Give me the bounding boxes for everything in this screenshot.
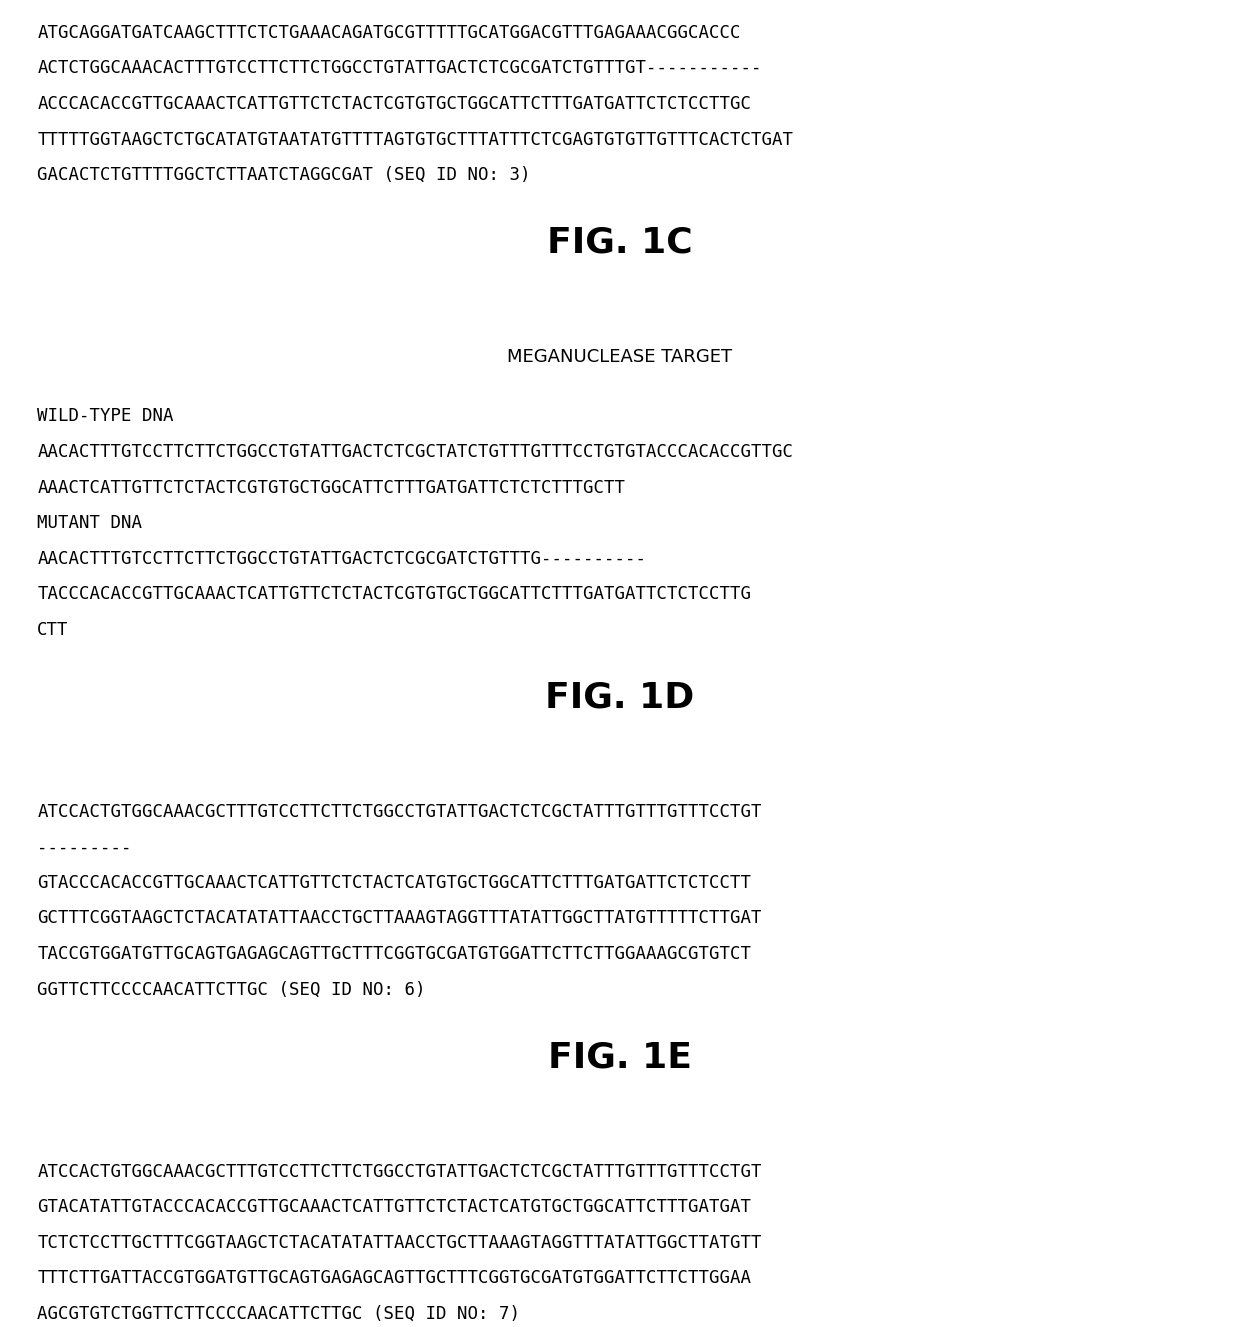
Text: ACCCACACCGTTGCAAACTCATTGTTCTCTACTCGTGTGCTGGCATTCTTTGATGATTCTCTCCTTGC: ACCCACACCGTTGCAAACTCATTGTTCTCTACTCGTGTGC… (37, 96, 751, 113)
Text: ---------: --------- (37, 839, 131, 856)
Text: TTTTTGGTAAGCTCTGCATATGTAATATGTTTTAGTGTGCTTTATTTCTCGAGTGTGTTGTTTCACTCTGAT: TTTTTGGTAAGCTCTGCATATGTAATATGTTTTAGTGTGC… (37, 130, 794, 149)
Text: WILD-TYPE DNA: WILD-TYPE DNA (37, 407, 174, 426)
Text: AACACTTTGTCCTTCTTCTGGCCTGTATTGACTCTCGCGATCTGTTTG----------: AACACTTTGTCCTTCTTCTGGCCTGTATTGACTCTCGCGA… (37, 549, 646, 568)
Text: MEGANUCLEASE TARGET: MEGANUCLEASE TARGET (507, 348, 733, 366)
Text: ATCCACTGTGGCAAACGCTTTGTCCTTCTTCTGGCCTGTATTGACTCTCGCTATTTGTTTGTTTCCTGT: ATCCACTGTGGCAAACGCTTTGTCCTTCTTCTGGCCTGTA… (37, 1162, 761, 1181)
Text: MUTANT DNA: MUTANT DNA (37, 514, 143, 532)
Text: AGCGTGTCTGGTTCTTCCCCAACATTCTTGC (SEQ ID NO: 7): AGCGTGTCTGGTTCTTCCCCAACATTCTTGC (SEQ ID … (37, 1304, 521, 1323)
Text: TACCCACACCGTTGCAAACTCATTGTTCTCTACTCGTGTGCTGGCATTCTTTGATGATTCTCTCCTTG: TACCCACACCGTTGCAAACTCATTGTTCTCTACTCGTGTG… (37, 585, 751, 604)
Text: GTACCCACACCGTTGCAAACTCATTGTTCTCTACTCATGTGCTGGCATTCTTTGATGATTCTCTCCTT: GTACCCACACCGTTGCAAACTCATTGTTCTCTACTCATGT… (37, 874, 751, 892)
Text: AACACTTTGTCCTTCTTCTGGCCTGTATTGACTCTCGCTATCTGTTTGTTTCCTGTGTACCCACACCGTTGC: AACACTTTGTCCTTCTTCTGGCCTGTATTGACTCTCGCTA… (37, 443, 794, 460)
Text: CTT: CTT (37, 621, 68, 638)
Text: TCTCTCCTTGCTTTCGGTAAGCTCTACATATATTAACCTGCTTAAAGTAGGTTTATATTGGCTTATGTT: TCTCTCCTTGCTTTCGGTAAGCTCTACATATATTAACCTG… (37, 1234, 761, 1251)
Text: ATCCACTGTGGCAAACGCTTTGTCCTTCTTCTGGCCTGTATTGACTCTCGCTATTTGTTTGTTTCCTGT: ATCCACTGTGGCAAACGCTTTGTCCTTCTTCTGGCCTGTA… (37, 803, 761, 821)
Text: GGTTCTTCCCCAACATTCTTGC (SEQ ID NO: 6): GGTTCTTCCCCAACATTCTTGC (SEQ ID NO: 6) (37, 981, 425, 999)
Text: AAACTCATTGTTCTCTACTCGTGTGCTGGCATTCTTTGATGATTCTCTCTTTGCTT: AAACTCATTGTTCTCTACTCGTGTGCTGGCATTCTTTGAT… (37, 479, 625, 496)
Text: ATGCAGGATGATCAAGCTTTCTCTGAAACAGATGCGTTTTTGCATGGACGTTTGAGAAACGGCACCC: ATGCAGGATGATCAAGCTTTCTCTGAAACAGATGCGTTTT… (37, 24, 740, 42)
Text: TACCGTGGATGTTGCAGTGAGAGCAGTTGCTTTCGGTGCGATGTGGATTCTTCTTGGAAAGCGTGTCT: TACCGTGGATGTTGCAGTGAGAGCAGTTGCTTTCGGTGCG… (37, 945, 751, 963)
Text: FIG. 1D: FIG. 1D (546, 681, 694, 714)
Text: FIG. 1E: FIG. 1E (548, 1040, 692, 1074)
Text: TTTCTTGATTACCGTGGATGTTGCAGTGAGAGCAGTTGCTTTCGGTGCGATGTGGATTCTTCTTGGAA: TTTCTTGATTACCGTGGATGTTGCAGTGAGAGCAGTTGCT… (37, 1269, 751, 1287)
Text: GACACTCTGTTTTGGCTCTTAATCTAGGCGAT (SEQ ID NO: 3): GACACTCTGTTTTGGCTCTTAATCTAGGCGAT (SEQ ID… (37, 166, 531, 184)
Text: GTACATATTGTACCCACACCGTTGCAAACTCATTGTTCTCTACTCATGTGCTGGCATTCTTTGATGAT: GTACATATTGTACCCACACCGTTGCAAACTCATTGTTCTC… (37, 1198, 751, 1216)
Text: FIG. 1C: FIG. 1C (547, 226, 693, 260)
Text: ACTCTGGCAAACACTTTGTCCTTCTTCTGGCCTGTATTGACTCTCGCGATCTGTTTGT-----------: ACTCTGGCAAACACTTTGTCCTTCTTCTGGCCTGTATTGA… (37, 60, 761, 77)
Text: GCTTTCGGTAAGCTCTACATATATTAACCTGCTTAAAGTAGGTTTATATTGGCTTATGTTTTTCTTGAT: GCTTTCGGTAAGCTCTACATATATTAACCTGCTTAAAGTA… (37, 909, 761, 928)
